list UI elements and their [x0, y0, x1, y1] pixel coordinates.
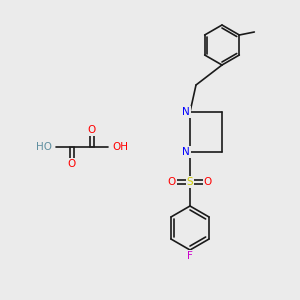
- Text: N: N: [182, 107, 190, 117]
- Text: O: O: [204, 177, 212, 187]
- Text: HO: HO: [36, 142, 52, 152]
- Text: S: S: [187, 177, 193, 187]
- Text: O: O: [88, 125, 96, 135]
- Text: OH: OH: [112, 142, 128, 152]
- Text: O: O: [68, 159, 76, 169]
- Text: O: O: [168, 177, 176, 187]
- Text: F: F: [187, 251, 193, 261]
- Text: N: N: [182, 147, 190, 157]
